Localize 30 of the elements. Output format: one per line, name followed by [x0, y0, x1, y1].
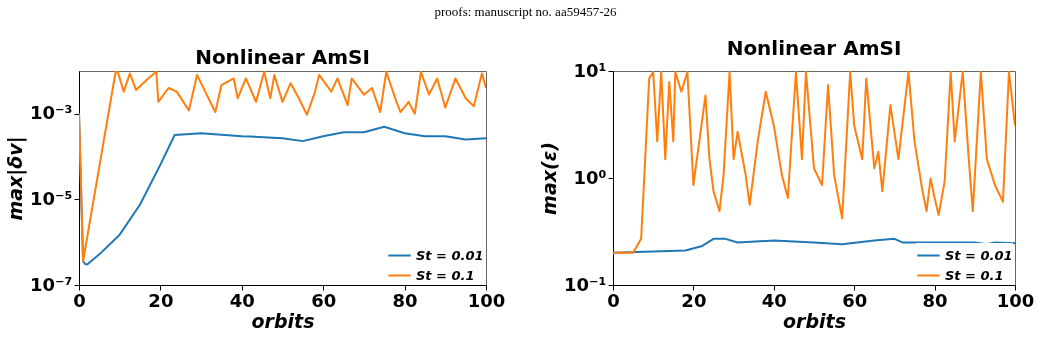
- chart-title: Nonlinear AmSI: [726, 36, 902, 60]
- x-axis-title: orbits: [783, 309, 846, 332]
- y-tick-label: 10⁻⁵: [30, 187, 73, 209]
- y-tick-label: 10⁻³: [30, 102, 73, 124]
- legend-label: St = 0.1: [945, 267, 1004, 283]
- x-tick-label: 40: [761, 289, 787, 311]
- y-tick-label: 10⁻⁷: [30, 273, 73, 295]
- legend-label: St = 0.1: [416, 267, 475, 283]
- line-series: [79, 71, 486, 263]
- chart-title: Nonlinear AmSI: [195, 45, 370, 69]
- x-tick-label: 0: [73, 289, 86, 311]
- x-tick-label: 60: [842, 289, 868, 311]
- x-tick-label: 80: [392, 289, 418, 311]
- x-axis-title: orbits: [251, 309, 315, 332]
- x-tick-label: 80: [922, 289, 948, 311]
- y-tick-label: 10⁰: [573, 166, 607, 188]
- y-tick-label: 10⁻¹: [564, 273, 607, 295]
- y-tick-label: 10¹: [573, 59, 607, 81]
- y-axis-title: max|δv|: [4, 136, 28, 221]
- x-tick-label: 60: [311, 289, 337, 311]
- x-tick-label: 100: [996, 289, 1035, 311]
- x-tick-label: 20: [681, 289, 707, 311]
- legend-label: St = 0.01: [945, 247, 1013, 263]
- x-tick-label: 100: [467, 289, 506, 311]
- text: proofs: manuscript no. aa59457-26: [433, 3, 618, 21]
- legend-label: St = 0.01: [416, 247, 484, 263]
- x-tick-label: 0: [607, 289, 620, 311]
- y-axis-title: max(ε): [538, 142, 561, 215]
- x-tick-label: 40: [229, 289, 255, 311]
- x-tick-label: 20: [148, 289, 174, 311]
